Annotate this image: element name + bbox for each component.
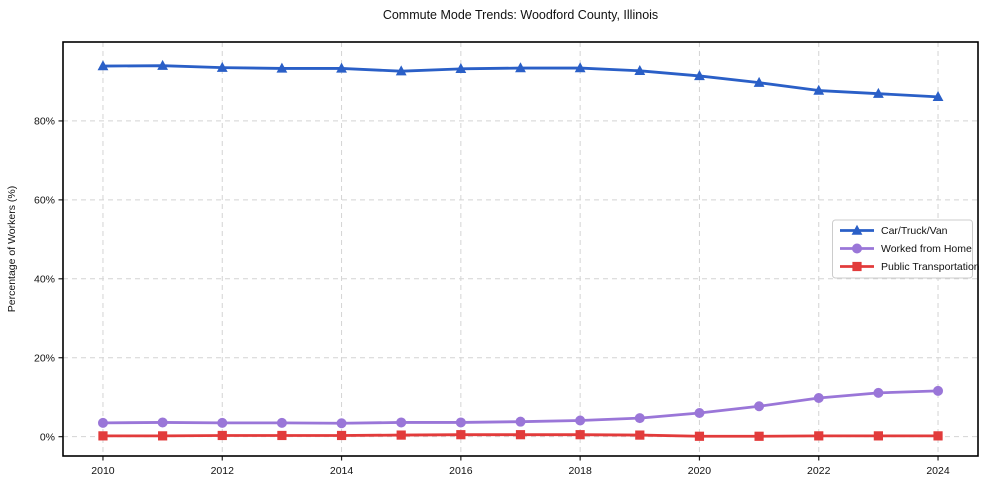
series-marker-public-transportation — [933, 431, 943, 441]
y-tick-label: 0% — [40, 431, 55, 443]
series-marker-car-truck-van — [455, 63, 467, 74]
series-marker-worked-from-home — [157, 417, 168, 428]
series-marker-car-truck-van — [157, 59, 169, 70]
series-worked-from-home — [97, 385, 944, 429]
series-marker-car-truck-van — [694, 70, 705, 81]
x-tick-label: 2018 — [568, 465, 592, 477]
series-marker-worked-from-home — [873, 387, 884, 398]
series-public-transportation — [98, 430, 943, 441]
legend-entry-public-transportation: Public Transportation — [840, 261, 980, 273]
series-marker-worked-from-home — [515, 416, 526, 427]
x-tick-label: 2010 — [91, 465, 115, 477]
series-marker-public-transportation — [277, 430, 287, 441]
series-marker-car-truck-van — [813, 84, 825, 95]
series-marker-worked-from-home — [575, 415, 586, 426]
series-marker-public-transportation — [456, 430, 466, 440]
series-marker-car-truck-van — [634, 65, 646, 76]
plot-border — [62, 41, 979, 457]
series-marker-car-truck-van — [276, 62, 288, 73]
series-marker-car-truck-van — [515, 62, 526, 73]
legend-marker-car-truck-van — [851, 224, 863, 235]
x-tick-label: 2024 — [926, 465, 950, 477]
x-tick-label: 2012 — [211, 465, 235, 477]
series-marker-public-transportation — [814, 431, 824, 441]
series-marker-car-truck-van — [97, 60, 109, 71]
series-car-truck-van — [97, 59, 944, 102]
series-marker-car-truck-van — [753, 76, 765, 87]
y-tick-label: 80% — [34, 116, 55, 128]
series-marker-worked-from-home — [97, 417, 108, 428]
series-marker-car-truck-van — [932, 91, 944, 102]
series-marker-worked-from-home — [754, 401, 765, 412]
legend-entry-car-truck-van: Car/Truck/Van — [840, 224, 948, 237]
y-tick-label: 20% — [34, 353, 55, 365]
chart-title: Commute Mode Trends: Woodford County, Il… — [382, 8, 659, 22]
y-tick-label: 40% — [34, 274, 55, 286]
x-tick-label: 2020 — [688, 465, 712, 477]
series-marker-public-transportation — [873, 431, 883, 441]
legend-label: Worked from Home — [881, 243, 972, 255]
legend-entry-worked-from-home: Worked from Home — [840, 243, 972, 255]
legend-label: Car/Truck/Van — [881, 225, 948, 237]
x-tick-label: 2016 — [449, 465, 473, 477]
legend-marker-worked-from-home — [852, 243, 862, 254]
series-marker-worked-from-home — [634, 413, 645, 424]
series-marker-worked-from-home — [217, 417, 228, 428]
series-marker-car-truck-van — [216, 61, 228, 72]
series-marker-public-transportation — [575, 430, 585, 440]
x-tick-label: 2022 — [807, 465, 831, 477]
series-marker-public-transportation — [336, 430, 347, 441]
legend-label: Public Transportation — [881, 261, 980, 273]
series-marker-worked-from-home — [933, 385, 944, 396]
series-marker-worked-from-home — [336, 418, 347, 429]
series-marker-worked-from-home — [455, 417, 466, 428]
series-marker-car-truck-van — [336, 62, 347, 73]
y-tick-label: 60% — [34, 195, 55, 207]
x-tick-label: 2014 — [330, 465, 354, 477]
series-marker-car-truck-van — [395, 65, 407, 76]
legend-box — [832, 219, 973, 279]
series-marker-public-transportation — [217, 430, 227, 441]
series-marker-public-transportation — [158, 431, 168, 441]
y-axis-label: Percentage of Workers (%) — [6, 185, 18, 313]
series-marker-worked-from-home — [396, 417, 407, 428]
legend-marker-public-transportation — [852, 261, 862, 272]
series-marker-worked-from-home — [276, 417, 287, 428]
series-marker-car-truck-van — [574, 62, 586, 73]
series-marker-public-transportation — [694, 431, 705, 441]
legend: Car/Truck/Van Worked from Home Public Tran… — [832, 219, 980, 279]
series-marker-public-transportation — [396, 430, 406, 440]
series-marker-public-transportation — [635, 430, 645, 440]
series-marker-worked-from-home — [694, 407, 705, 418]
series-marker-public-transportation — [515, 430, 526, 440]
series-marker-public-transportation — [98, 431, 108, 441]
series-marker-car-truck-van — [872, 87, 884, 98]
series-marker-worked-from-home — [813, 392, 824, 403]
series-marker-public-transportation — [754, 431, 764, 441]
